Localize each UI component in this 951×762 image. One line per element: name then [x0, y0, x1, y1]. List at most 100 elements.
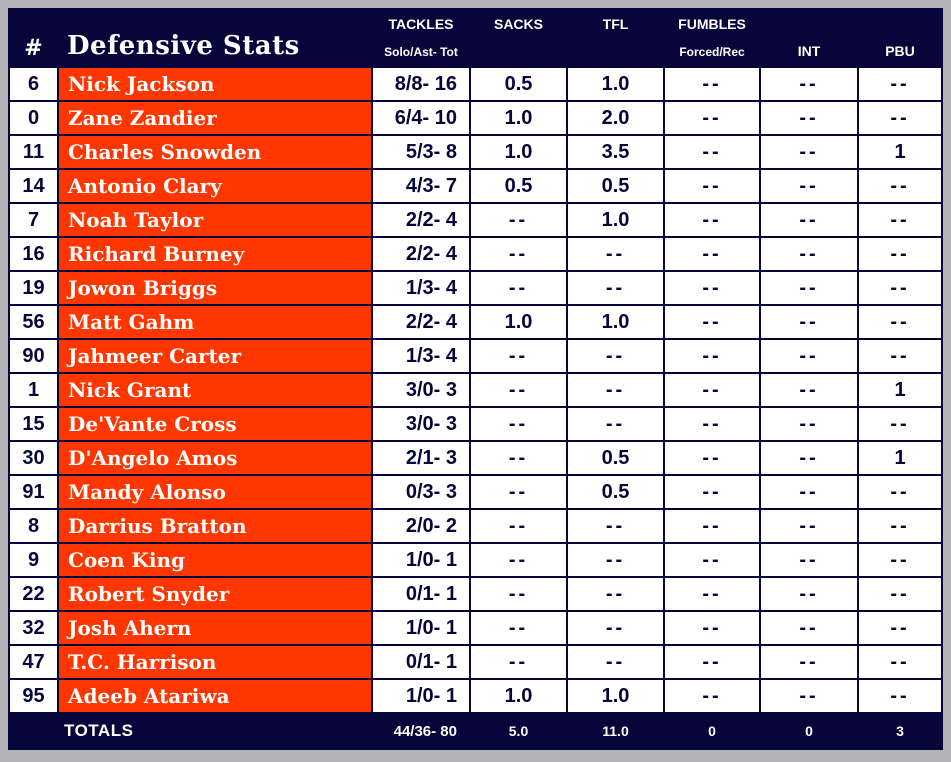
- player-stat-int: --: [761, 442, 857, 474]
- player-number: 1: [10, 374, 57, 406]
- player-stat-sacks: --: [471, 510, 566, 542]
- totals-tfl: 11.0: [568, 714, 663, 748]
- player-name: Antonio Clary: [59, 170, 371, 202]
- totals-tackles: 44/36- 80: [373, 714, 469, 748]
- player-stat-tfl: --: [568, 374, 663, 406]
- player-stat-tackles: 0/1- 1: [373, 646, 469, 678]
- totals-int: 0: [761, 714, 857, 748]
- player-stat-pbu: --: [859, 272, 941, 304]
- player-stat-sacks: --: [471, 204, 566, 236]
- player-name: Noah Taylor: [59, 204, 371, 236]
- player-number: 0: [10, 102, 57, 134]
- player-number: 7: [10, 204, 57, 236]
- player-name: Darrius Bratton: [59, 510, 371, 542]
- player-stat-tfl: --: [568, 646, 663, 678]
- player-stat-fumbles: --: [665, 476, 759, 508]
- player-stat-tfl: 2.0: [568, 102, 663, 134]
- player-stat-tackles: 1/3- 4: [373, 272, 469, 304]
- player-stat-tackles: 5/3- 8: [373, 136, 469, 168]
- player-stat-fumbles: --: [665, 238, 759, 270]
- player-stat-tackles: 3/0- 3: [373, 408, 469, 440]
- player-number: 16: [10, 238, 57, 270]
- player-stat-int: --: [761, 68, 857, 100]
- player-stat-tfl: 3.5: [568, 136, 663, 168]
- column-header-fumbles: FUMBLES Forced/Rec: [665, 10, 759, 66]
- player-stat-tackles: 0/3- 3: [373, 476, 469, 508]
- totals-label: TOTALS: [10, 714, 371, 748]
- player-stat-sacks: 1.0: [471, 306, 566, 338]
- player-stat-sacks: 0.5: [471, 170, 566, 202]
- player-stat-sacks: --: [471, 646, 566, 678]
- page-title: Defensive Stats: [67, 31, 300, 61]
- player-name: Adeeb Atariwa: [59, 680, 371, 712]
- column-header-fumbles-top: FUMBLES: [678, 16, 746, 32]
- player-stat-int: --: [761, 612, 857, 644]
- player-stat-pbu: 1: [859, 442, 941, 474]
- player-stat-int: --: [761, 476, 857, 508]
- player-number: 11: [10, 136, 57, 168]
- player-name: Robert Snyder: [59, 578, 371, 610]
- player-stat-tfl: 1.0: [568, 68, 663, 100]
- player-stat-tfl: 1.0: [568, 306, 663, 338]
- player-number: 14: [10, 170, 57, 202]
- player-number: 9: [10, 544, 57, 576]
- player-stat-pbu: 1: [859, 136, 941, 168]
- player-stat-sacks: --: [471, 408, 566, 440]
- player-stat-sacks: --: [471, 340, 566, 372]
- column-header-tfl: TFL: [568, 10, 663, 66]
- player-number: 56: [10, 306, 57, 338]
- player-stat-fumbles: --: [665, 204, 759, 236]
- player-stat-fumbles: --: [665, 612, 759, 644]
- player-number: 32: [10, 612, 57, 644]
- player-stat-tfl: 0.5: [568, 170, 663, 202]
- player-stat-int: --: [761, 408, 857, 440]
- player-stat-pbu: --: [859, 204, 941, 236]
- column-header-int-sub: INT: [797, 43, 821, 59]
- player-stat-sacks: --: [471, 544, 566, 576]
- player-stat-tackles: 2/0- 2: [373, 510, 469, 542]
- player-stat-pbu: --: [859, 408, 941, 440]
- player-name: Nick Jackson: [59, 68, 371, 100]
- player-stat-sacks: 1.0: [471, 680, 566, 712]
- column-header-sacks: SACKS: [471, 10, 566, 66]
- player-name: Nick Grant: [59, 374, 371, 406]
- column-header-tackles-sub: Solo/Ast- Tot: [384, 45, 458, 59]
- player-stat-pbu: --: [859, 646, 941, 678]
- column-header-fumbles-sub: Forced/Rec: [679, 45, 745, 59]
- player-name: T.C. Harrison: [59, 646, 371, 678]
- player-name: Jahmeer Carter: [59, 340, 371, 372]
- player-stat-int: --: [761, 510, 857, 542]
- player-stat-pbu: --: [859, 68, 941, 100]
- player-stat-pbu: --: [859, 306, 941, 338]
- player-number: 95: [10, 680, 57, 712]
- player-stat-pbu: --: [859, 102, 941, 134]
- player-stat-tfl: --: [568, 272, 663, 304]
- player-stat-sacks: --: [471, 238, 566, 270]
- player-stat-tackles: 6/4- 10: [373, 102, 469, 134]
- player-number: 90: [10, 340, 57, 372]
- number-column-header: #: [24, 35, 43, 61]
- player-stat-fumbles: --: [665, 646, 759, 678]
- player-stat-int: --: [761, 680, 857, 712]
- player-stat-tfl: --: [568, 238, 663, 270]
- player-number: 30: [10, 442, 57, 474]
- player-stat-sacks: 1.0: [471, 136, 566, 168]
- player-stat-tackles: 4/3- 7: [373, 170, 469, 202]
- player-number: 91: [10, 476, 57, 508]
- totals-fumbles: 0: [665, 714, 759, 748]
- player-stat-tfl: 1.0: [568, 204, 663, 236]
- column-header-int: INT: [761, 10, 857, 66]
- player-stat-pbu: --: [859, 680, 941, 712]
- totals-sacks: 5.0: [471, 714, 566, 748]
- player-stat-int: --: [761, 204, 857, 236]
- player-name: De'Vante Cross: [59, 408, 371, 440]
- player-stat-fumbles: --: [665, 680, 759, 712]
- player-stat-fumbles: --: [665, 510, 759, 542]
- column-header-tfl-top: TFL: [602, 16, 629, 32]
- player-number: 19: [10, 272, 57, 304]
- player-stat-tackles: 2/1- 3: [373, 442, 469, 474]
- defensive-stats-table: # Defensive Stats TACKLES Solo/Ast- Tot …: [8, 8, 943, 750]
- player-stat-int: --: [761, 170, 857, 202]
- totals-pbu: 3: [859, 714, 941, 748]
